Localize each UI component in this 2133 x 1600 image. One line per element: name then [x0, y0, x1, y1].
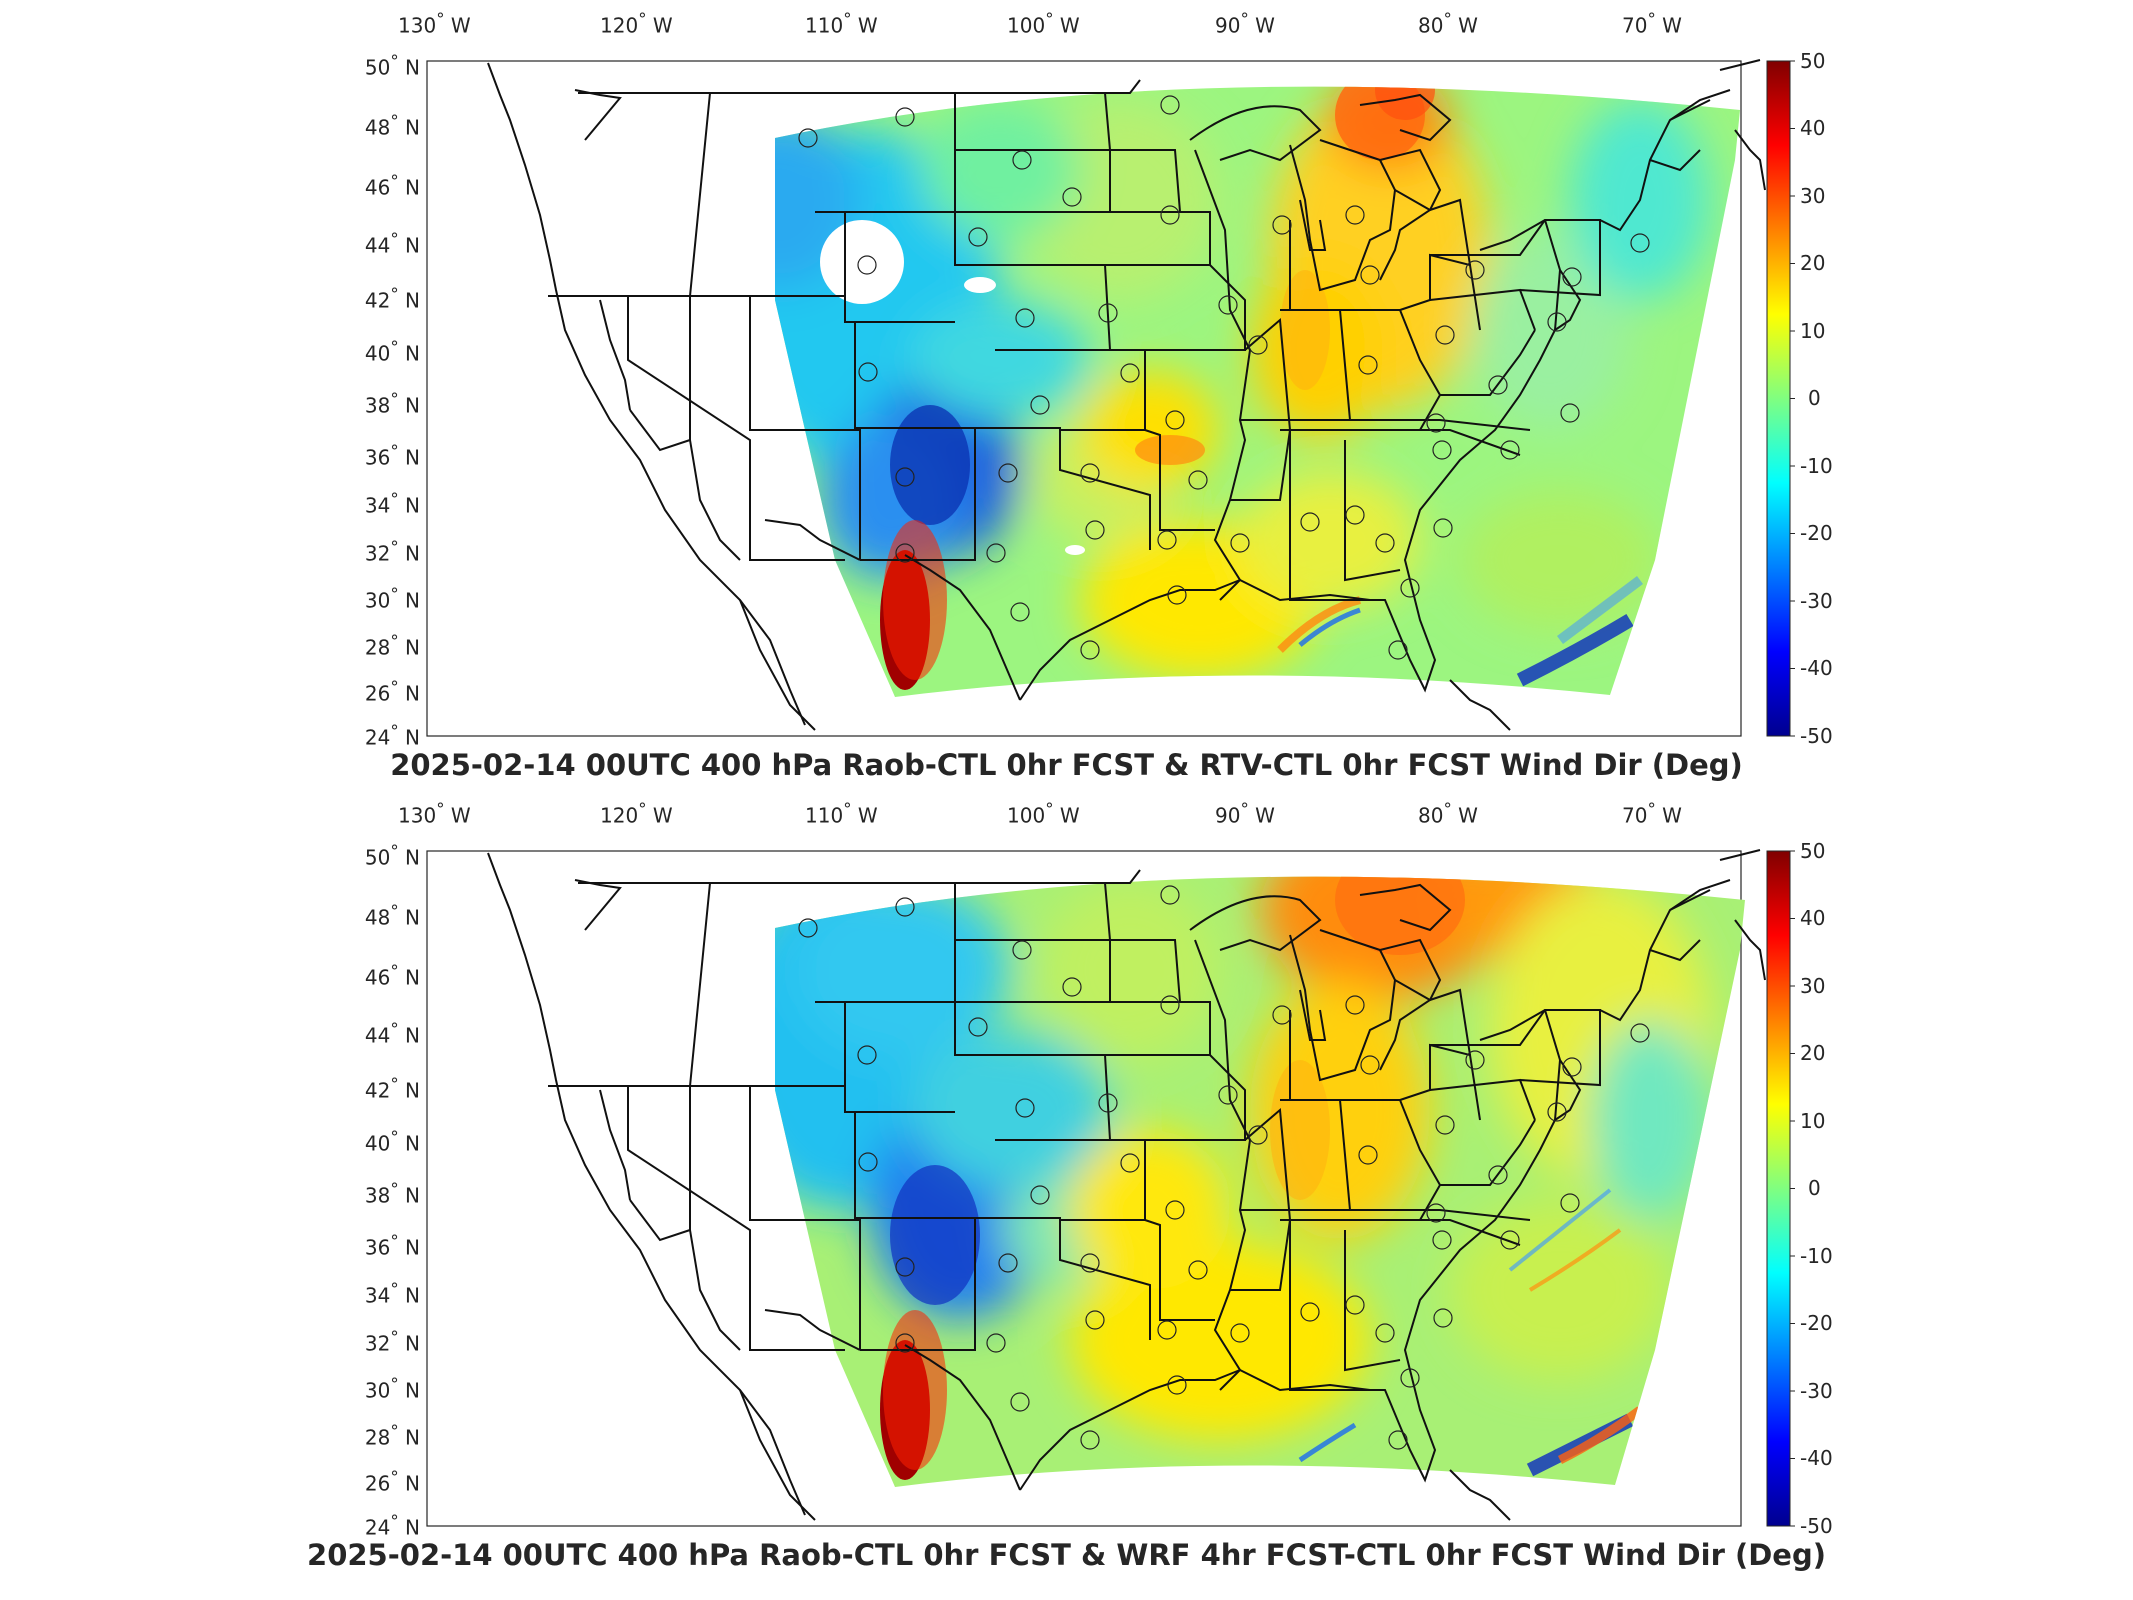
- lon-label: 80° W: [1418, 10, 1478, 38]
- colorbar: [1766, 850, 1791, 1527]
- lat-label: 38° N: [364, 1180, 420, 1208]
- colorbar-label: 0: [1808, 386, 1821, 410]
- colorbar-label: 20: [1800, 251, 1826, 275]
- lat-label: 36° N: [364, 442, 420, 470]
- lon-label: 90° W: [1215, 10, 1275, 38]
- colorbar-label: -30: [1800, 589, 1833, 613]
- colorbar-label: 10: [1800, 1109, 1826, 1133]
- wind-dir-field: [775, 86, 1740, 697]
- lat-label: 36° N: [364, 1232, 420, 1260]
- colorbar-ticks: [1790, 850, 1795, 1527]
- lat-label: 38° N: [364, 390, 420, 418]
- lon-label: 100° W: [1007, 10, 1080, 38]
- lon-label: 120° W: [600, 10, 673, 38]
- map-panel-bottom: 130° W 120° W 110° W 100° W 90° W 80° W …: [0, 790, 2133, 1580]
- lon-label: 90° W: [1215, 800, 1275, 828]
- colorbar-label: -50: [1800, 1514, 1833, 1538]
- lat-label: 50° N: [364, 842, 420, 870]
- lat-label: 48° N: [364, 902, 420, 930]
- lat-label: 26° N: [364, 678, 420, 706]
- raob-stations: [798, 95, 1650, 660]
- lon-label: 110° W: [805, 10, 878, 38]
- lon-label: 110° W: [805, 800, 878, 828]
- colorbar: [1766, 60, 1791, 737]
- lat-label: 34° N: [364, 490, 420, 518]
- lat-label: 28° N: [364, 1422, 420, 1450]
- lon-label: 70° W: [1622, 10, 1682, 38]
- colorbar-label: -50: [1800, 724, 1833, 748]
- lat-label: 24° N: [364, 722, 420, 750]
- raob-stations: [798, 885, 1650, 1450]
- lon-label: 120° W: [600, 800, 673, 828]
- lat-label: 42° N: [364, 1075, 420, 1103]
- lat-label: 28° N: [364, 632, 420, 660]
- lon-label: 70° W: [1622, 800, 1682, 828]
- panel-title: 2025-02-14 00UTC 400 hPa Raob-CTL 0hr FC…: [390, 748, 1743, 782]
- lat-label: 32° N: [364, 1328, 420, 1356]
- colorbar-label: -40: [1800, 1446, 1833, 1470]
- map-panel-top: 130° W 120° W 110° W 100° W 90° W 80° W …: [0, 0, 2133, 790]
- lon-label: 130° W: [398, 800, 471, 828]
- colorbar-label: -30: [1800, 1379, 1833, 1403]
- colorbar-label: 40: [1800, 906, 1826, 930]
- colorbar-label: -10: [1800, 454, 1833, 478]
- lat-label: 26° N: [364, 1468, 420, 1496]
- lat-label: 30° N: [364, 585, 420, 613]
- lat-label: 46° N: [364, 172, 420, 200]
- state-borders: [487, 849, 1766, 1521]
- lat-label: 32° N: [364, 538, 420, 566]
- colorbar-label: 50: [1800, 49, 1826, 73]
- panel-title: 2025-02-14 00UTC 400 hPa Raob-CTL 0hr FC…: [307, 1538, 1826, 1572]
- lon-label: 80° W: [1418, 800, 1478, 828]
- colorbar-label: 30: [1800, 974, 1826, 998]
- state-borders: [487, 59, 1766, 731]
- lat-label: 46° N: [364, 962, 420, 990]
- colorbar-label: -10: [1800, 1244, 1833, 1268]
- lat-label: 48° N: [364, 112, 420, 140]
- lat-label: 42° N: [364, 285, 420, 313]
- map-plot-bottom: [426, 849, 1795, 1527]
- colorbar-label: 40: [1800, 116, 1826, 140]
- lat-label: 50° N: [364, 52, 420, 80]
- lat-label: 44° N: [364, 230, 420, 258]
- colorbar-label: -40: [1800, 656, 1833, 680]
- colorbar-label: -20: [1800, 1311, 1833, 1335]
- lon-label: 100° W: [1007, 800, 1080, 828]
- colorbar-label: 0: [1808, 1176, 1821, 1200]
- lon-label: 130° W: [398, 10, 471, 38]
- lat-label: 40° N: [364, 338, 420, 366]
- map-plot-top: [426, 59, 1795, 737]
- colorbar-ticks: [1790, 60, 1795, 737]
- colorbar-label: 20: [1800, 1041, 1826, 1065]
- lat-label: 34° N: [364, 1280, 420, 1308]
- lat-label: 24° N: [364, 1512, 420, 1540]
- lat-label: 30° N: [364, 1375, 420, 1403]
- colorbar-label: -20: [1800, 521, 1833, 545]
- colorbar-label: 30: [1800, 184, 1826, 208]
- lat-label: 40° N: [364, 1128, 420, 1156]
- colorbar-label: 50: [1800, 839, 1826, 863]
- colorbar-label: 10: [1800, 319, 1826, 343]
- lat-label: 44° N: [364, 1020, 420, 1048]
